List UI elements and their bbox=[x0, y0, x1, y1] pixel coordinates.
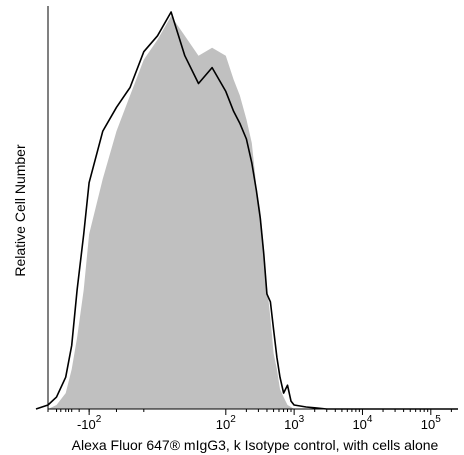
x-tick-label: -102 bbox=[77, 414, 102, 432]
axes: -102 102 103 104 105 bbox=[47, 6, 458, 432]
x-tick-label: 103 bbox=[284, 414, 304, 432]
series-filled-histogram bbox=[48, 16, 295, 409]
x-tick-label: 105 bbox=[421, 414, 441, 432]
plot-area bbox=[35, 11, 458, 410]
x-tick-label: 102 bbox=[216, 414, 236, 432]
series-outline-histogram bbox=[35, 11, 458, 410]
x-tick-label: 104 bbox=[352, 414, 372, 432]
x-axis-label: Alexa Fluor 647® mIgG3, k Isotype contro… bbox=[72, 437, 439, 453]
y-axis-label: Relative Cell Number bbox=[12, 144, 28, 277]
